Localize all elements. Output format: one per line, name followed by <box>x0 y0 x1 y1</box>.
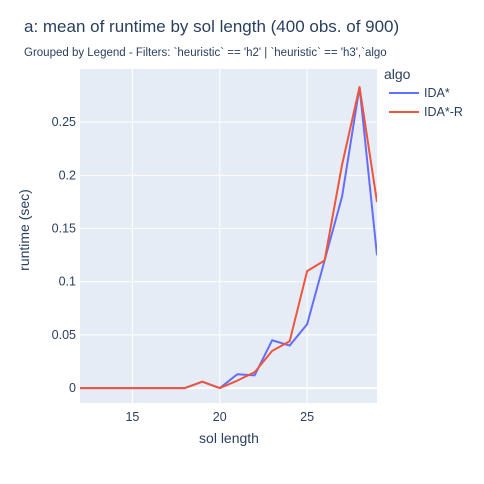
plot-background[interactable] <box>80 69 377 403</box>
x-tick-label: 15 <box>125 410 139 424</box>
legend-item-ida-r[interactable]: IDA*-R <box>389 105 463 119</box>
legend-item-ida[interactable]: IDA* <box>389 86 450 100</box>
y-axis-ticks: 0 0.05 0.1 0.15 0.2 0.25 <box>52 115 76 395</box>
legend: algo IDA* IDA*-R <box>384 66 463 119</box>
chart-title: a: mean of runtime by sol length (400 ob… <box>24 17 399 36</box>
y-tick-label: 0.05 <box>52 328 76 342</box>
legend-label-ida: IDA* <box>424 86 450 100</box>
y-tick-label: 0.15 <box>52 222 76 236</box>
legend-label-ida-r: IDA*-R <box>424 105 463 119</box>
y-axis-label: runtime (sec) <box>16 189 32 271</box>
chart-subtitle: Grouped by Legend - Filters: `heuristic`… <box>24 47 387 59</box>
x-axis-ticks: 15 20 25 <box>125 410 314 424</box>
x-tick-label: 25 <box>300 410 314 424</box>
y-tick-label: 0.1 <box>59 275 76 289</box>
legend-title: algo <box>384 66 411 82</box>
y-tick-label: 0.2 <box>59 168 76 182</box>
y-tick-label: 0.25 <box>52 115 76 129</box>
x-axis-label: sol length <box>199 430 259 446</box>
x-tick-label: 20 <box>213 410 227 424</box>
y-tick-label: 0 <box>69 381 76 395</box>
